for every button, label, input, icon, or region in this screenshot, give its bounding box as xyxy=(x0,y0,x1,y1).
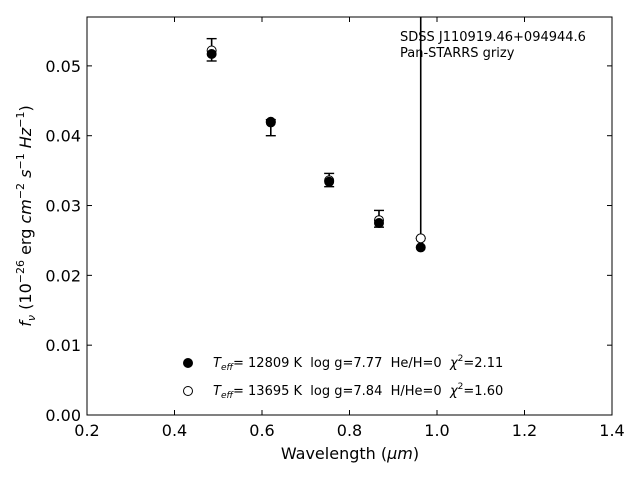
model-point-filled xyxy=(373,217,384,228)
plot-frame xyxy=(86,16,613,416)
model-point-filled xyxy=(206,49,217,60)
legend-marker-filled xyxy=(183,358,193,368)
y-tick-label: 0.03 xyxy=(45,197,81,216)
model-point-filled xyxy=(415,242,426,253)
x-tick-label: 0.8 xyxy=(337,421,362,440)
y-tick-label: 0.04 xyxy=(45,127,81,146)
x-tick-label: 0.4 xyxy=(162,421,187,440)
annotation-object-name: SDSS J110919.46+094944.6 xyxy=(400,30,586,45)
y-tick-label: 0.02 xyxy=(45,266,81,285)
x-axis-label: Wavelength (μm) xyxy=(281,444,419,463)
x-tick-label: 0.2 xyxy=(74,421,99,440)
legend-marker-open xyxy=(183,386,193,396)
y-axis-label: fν (10−26 erg cm−2 s−1 Hz−1) xyxy=(14,105,38,326)
x-tick-label: 1.4 xyxy=(599,421,624,440)
model-point-filled xyxy=(265,117,276,128)
y-tick-label: 0.01 xyxy=(45,336,81,355)
model-point-filled xyxy=(324,176,335,187)
y-tick-label: 0.00 xyxy=(45,406,81,425)
legend-entry-2: Teff= 13695 K log g=7.84 H/He=0 χ2=1.60 xyxy=(213,382,503,401)
annotation-survey-name: Pan-STARRS grizy xyxy=(400,46,515,61)
y-tick-label: 0.05 xyxy=(45,57,81,76)
x-tick-label: 1.0 xyxy=(424,421,449,440)
legend-entry-1: Teff= 12809 K log g=7.77 He/H=0 χ2=2.11 xyxy=(213,354,503,373)
observed-point xyxy=(415,233,426,244)
x-tick-label: 0.6 xyxy=(249,421,274,440)
axis-tick-labels: 0.2 0.4 0.6 0.8 1.0 1.2 1.4 0.00 0.01 0.02 0.03 0.0… xyxy=(45,57,624,440)
data-marks xyxy=(206,17,426,253)
x-tick-label: 1.2 xyxy=(512,421,537,440)
legend: Teff= 12809 K log g=7.77 He/H=0 χ2=2.11 … xyxy=(183,354,503,401)
